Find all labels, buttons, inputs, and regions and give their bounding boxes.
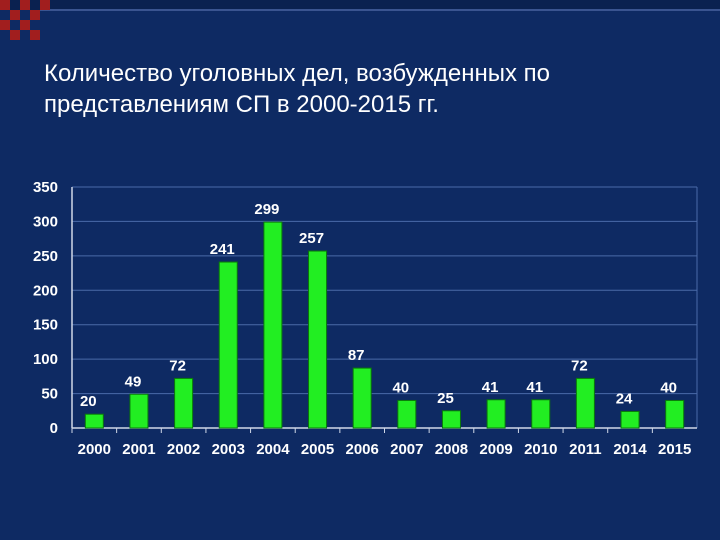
decoration-square xyxy=(10,10,20,20)
decoration-square xyxy=(30,30,40,40)
data-label: 40 xyxy=(660,379,677,396)
corner-decoration xyxy=(0,0,60,60)
x-tick-label: 2010 xyxy=(524,441,557,458)
x-tick-label: 2006 xyxy=(345,441,378,458)
bar xyxy=(308,250,328,429)
top-band xyxy=(0,0,720,10)
y-tick-label: 50 xyxy=(41,386,58,403)
bar xyxy=(263,221,283,429)
data-label: 257 xyxy=(299,230,324,247)
y-tick-label: 300 xyxy=(33,213,58,230)
data-label: 241 xyxy=(210,241,235,258)
top-rule-line xyxy=(40,9,720,11)
bar xyxy=(531,399,551,429)
data-label: 49 xyxy=(125,373,142,390)
bar-layer xyxy=(84,221,685,429)
label-layer: 0 50 100 150 200 250 300 350 2000 20 2001 49 2002 72 2… xyxy=(33,179,691,458)
x-tick-label: 2002 xyxy=(167,441,200,458)
x-tick-label: 2015 xyxy=(658,441,691,458)
x-tick-label: 2011 xyxy=(569,441,602,458)
data-label: 20 xyxy=(80,393,97,410)
data-label: 41 xyxy=(482,379,499,396)
bar xyxy=(665,399,685,429)
y-tick-label: 150 xyxy=(33,317,58,334)
bar xyxy=(486,399,506,429)
bar xyxy=(620,410,640,429)
data-label: 40 xyxy=(392,379,409,396)
x-tick-label: 2009 xyxy=(479,441,512,458)
data-label: 72 xyxy=(169,357,186,374)
x-tick-label: 2008 xyxy=(435,441,468,458)
x-tick-label: 2005 xyxy=(301,441,334,458)
x-tick-label: 2004 xyxy=(256,441,290,458)
decoration-square xyxy=(0,0,10,10)
data-label: 24 xyxy=(616,390,633,407)
bar xyxy=(441,410,461,429)
bar xyxy=(218,261,238,429)
x-tick-label: 2014 xyxy=(613,441,647,458)
y-tick-label: 0 xyxy=(50,420,58,437)
decoration-square xyxy=(20,20,30,30)
y-tick-label: 250 xyxy=(33,248,58,265)
decoration-square xyxy=(0,20,10,30)
y-tick-label: 350 xyxy=(33,179,58,196)
x-tick-label: 2000 xyxy=(78,441,111,458)
data-label: 299 xyxy=(254,201,279,218)
data-label: 72 xyxy=(571,357,588,374)
bar xyxy=(174,377,194,429)
grid-layer xyxy=(72,186,698,428)
slide-title: Количество уголовных дел, возбужденных п… xyxy=(44,60,550,118)
bar xyxy=(352,367,372,429)
decoration-square xyxy=(10,30,20,40)
x-tick-label: 2007 xyxy=(390,441,423,458)
axis-layer xyxy=(71,187,697,433)
decoration-square xyxy=(40,0,50,10)
data-label: 25 xyxy=(437,390,454,407)
bar xyxy=(575,377,595,429)
decoration-square xyxy=(20,0,30,10)
bar xyxy=(84,413,104,429)
x-tick-label: 2003 xyxy=(212,441,245,458)
data-label: 41 xyxy=(526,379,543,396)
data-label: 87 xyxy=(348,347,365,364)
y-tick-label: 100 xyxy=(33,351,58,368)
decoration-square xyxy=(30,10,40,20)
y-tick-label: 200 xyxy=(33,282,58,299)
x-tick-label: 2001 xyxy=(122,441,155,458)
bar xyxy=(129,393,149,429)
bar xyxy=(397,399,417,429)
